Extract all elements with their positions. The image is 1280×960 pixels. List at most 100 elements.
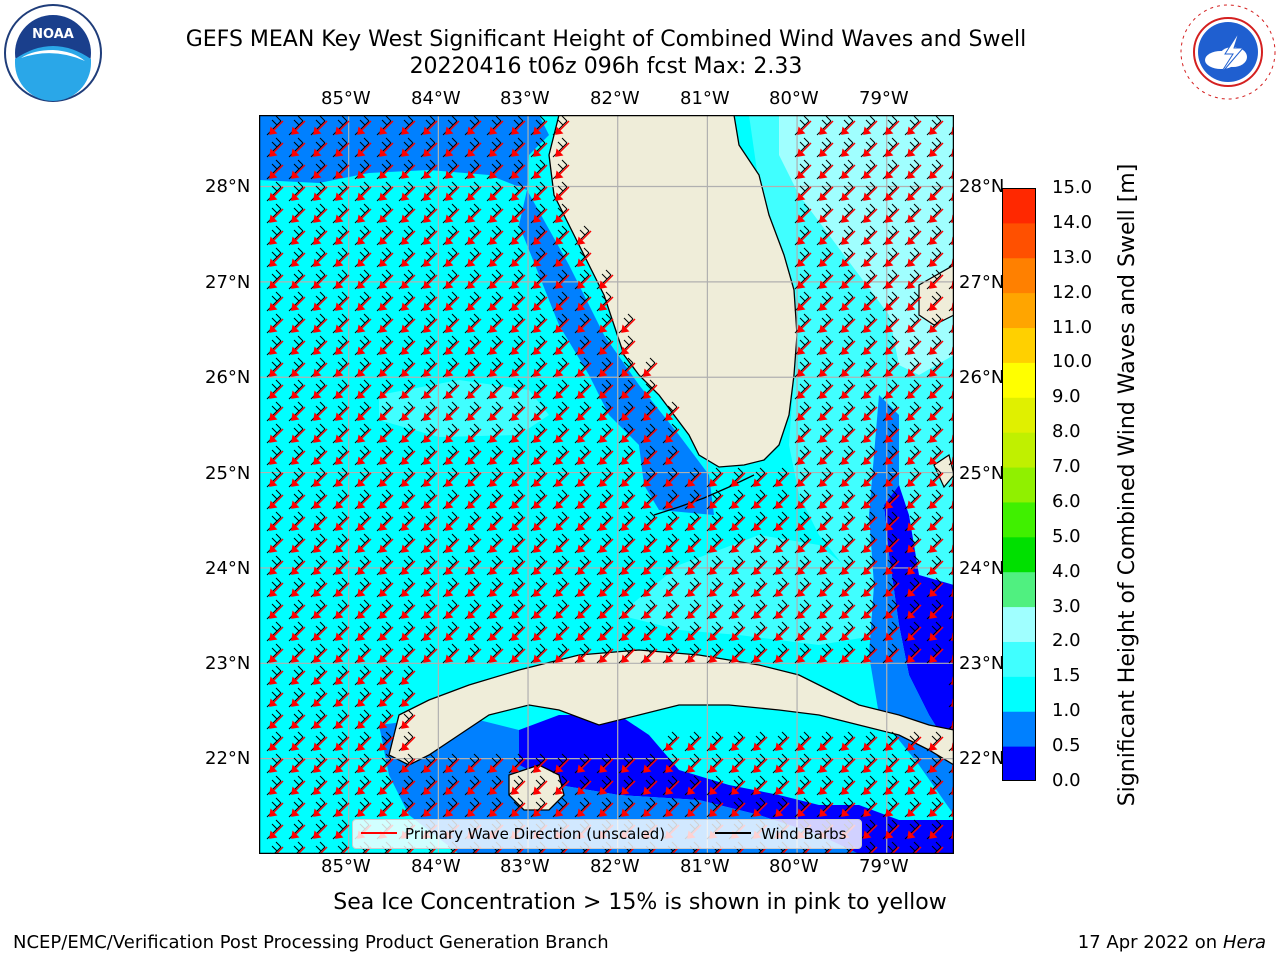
wave-arrow-head (863, 566, 872, 575)
wind-barb (332, 797, 348, 818)
wind-barb (376, 731, 392, 752)
wind-barb (794, 775, 810, 796)
wind-barb (288, 335, 304, 356)
wind-barb (706, 731, 722, 752)
wave-arrow-head (621, 566, 630, 575)
wave-arrow-head (643, 500, 652, 509)
colorbar-tick-label: 2.0 (1052, 630, 1081, 652)
wind-barb (288, 291, 304, 312)
wave-arrow-head (819, 632, 828, 641)
wave-arrow-head (357, 148, 366, 157)
wave-arrow-head (313, 456, 322, 465)
wave-arrow-head (335, 698, 344, 707)
wave-arrow-head (929, 764, 938, 773)
wind-barb (816, 423, 832, 444)
wind-barb (574, 489, 590, 510)
wind-barb (420, 159, 436, 180)
wave-arrow-head (291, 720, 300, 729)
wind-barb (332, 753, 348, 774)
wind-barb (882, 489, 898, 510)
wave-arrow-head (753, 478, 762, 487)
wind-barb (266, 533, 282, 554)
wind-barb (508, 335, 524, 356)
wind-barb (618, 379, 634, 400)
wave-arrow-head (907, 544, 916, 553)
wind-barb (486, 379, 502, 400)
wind-barb (442, 181, 458, 202)
wind-barb (926, 577, 942, 598)
wind-barb (376, 797, 392, 818)
wave-arrow-head (291, 698, 300, 707)
wave-arrow-head (379, 456, 388, 465)
wind-barb (442, 313, 458, 334)
wind-barb (376, 159, 392, 180)
wind-barb (931, 841, 942, 854)
wind-barb (354, 203, 370, 224)
wave-arrow-head (555, 654, 564, 663)
wave-arrow-head (423, 368, 432, 377)
wind-barb (838, 599, 854, 620)
wave-arrow-head (731, 632, 740, 641)
wave-arrow-head (313, 808, 322, 817)
wind-barb (860, 225, 876, 246)
wave-arrow-head (335, 588, 344, 597)
wave-arrow-head (533, 324, 542, 333)
wave-arrow-head (665, 742, 674, 751)
wind-barb (640, 489, 656, 510)
wave-arrow-head (445, 478, 454, 487)
wind-barb (948, 538, 954, 554)
wave-arrow-head (907, 830, 916, 839)
wave-arrow-head (313, 390, 322, 399)
wave-arrow-head (687, 654, 696, 663)
wave-arrow-head (489, 588, 498, 597)
wave-arrow-head (313, 764, 322, 773)
wave-arrow-head (445, 236, 454, 245)
wind-barb (882, 555, 898, 576)
wind-barb (750, 555, 766, 576)
wave-height-field-1.5-2.0-straits (619, 535, 879, 645)
wind-barb (882, 401, 898, 422)
wave-arrow-head (775, 610, 784, 619)
wind-barb (398, 555, 414, 576)
wave-arrow-head (357, 522, 366, 531)
wind-barb (596, 357, 612, 378)
wave-arrow-head (599, 412, 608, 421)
wind-barb (838, 357, 854, 378)
wind-barb (618, 621, 634, 642)
wave-arrow-head (907, 412, 916, 421)
wave-arrow-head (379, 412, 388, 421)
wave-arrow-head (731, 610, 740, 619)
wave-direction-swatch (361, 832, 397, 834)
wave-arrow-head (621, 434, 630, 443)
wind-barb (376, 181, 392, 202)
wind-barb (948, 824, 954, 840)
wind-barb (552, 577, 568, 598)
wave-arrow-head (863, 126, 872, 135)
wind-barb (772, 621, 788, 642)
wave-arrow-head (907, 280, 916, 289)
wind-barb (266, 401, 282, 422)
wave-arrow-head (907, 566, 916, 575)
wave-arrow-head (357, 764, 366, 773)
wave-arrow-head (577, 786, 586, 795)
wave-arrow-head (555, 610, 564, 619)
wind-barb (464, 203, 480, 224)
wind-barb (706, 775, 722, 796)
wind-barb (574, 775, 590, 796)
wind-barb (464, 335, 480, 356)
wind-barb (948, 780, 954, 796)
wave-arrow-head (885, 280, 894, 289)
wind-barb (486, 247, 502, 268)
wind-barb (904, 533, 920, 554)
wind-barb (332, 115, 348, 136)
wind-barb (354, 379, 370, 400)
wave-arrow-head (797, 588, 806, 597)
wind-barb (684, 577, 700, 598)
wind-barb (332, 269, 348, 290)
wind-barb (310, 401, 326, 422)
wind-barb (288, 313, 304, 334)
wave-arrow-head (819, 566, 828, 575)
lon-label-top-84w: 84°W (411, 88, 461, 109)
wave-arrow-head (643, 764, 652, 773)
wind-barb (838, 335, 854, 356)
